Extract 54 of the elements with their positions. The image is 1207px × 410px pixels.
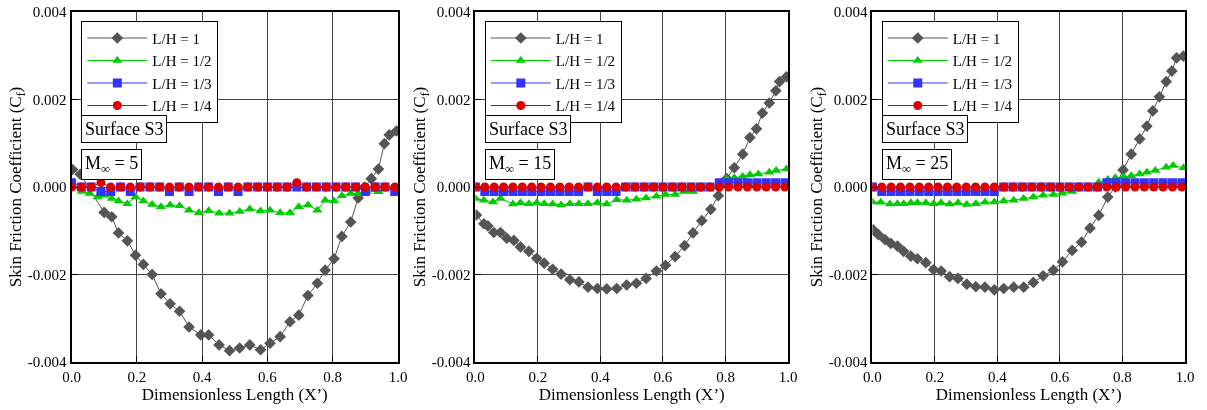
y-tick-label: 0.004 bbox=[32, 4, 68, 21]
y-tick-label: 0.002 bbox=[436, 91, 471, 108]
x-tick-label: 0.8 bbox=[1113, 369, 1132, 385]
x-tick-label: 1.0 bbox=[778, 369, 798, 385]
legend-label: L/H = 1/3 bbox=[952, 75, 1013, 92]
y-tick-label: 0.004 bbox=[436, 4, 471, 21]
x-tick-label: 0.0 bbox=[62, 369, 81, 385]
x-tick-label: 0.2 bbox=[528, 369, 548, 385]
x-tick-label: 0.4 bbox=[988, 369, 1008, 385]
y-tick-label: -0.004 bbox=[431, 354, 471, 371]
x-tick-label: 0.2 bbox=[925, 369, 945, 385]
y-tick-label: 0.000 bbox=[32, 179, 67, 196]
x-tick-label: 0.8 bbox=[716, 369, 735, 385]
x-axis-title: Dimensionless Length (X’) bbox=[538, 385, 725, 404]
y-tick-label: 0.002 bbox=[32, 91, 67, 108]
legend-label: L/H = 1/4 bbox=[152, 98, 213, 115]
x-tick-label: 1.0 bbox=[1175, 369, 1195, 385]
y-tick-label: 0.000 bbox=[833, 179, 868, 196]
annotation: M$_{∞}$ = 5 bbox=[85, 153, 139, 176]
legend-label: L/H = 1/2 bbox=[152, 53, 212, 70]
y-tick-label: 0.000 bbox=[436, 179, 471, 196]
y-tick-label: -0.004 bbox=[27, 354, 68, 371]
annotation: Surface S3 bbox=[85, 119, 164, 139]
legend-label: L/H = 1 bbox=[152, 30, 200, 47]
annotation: Surface S3 bbox=[489, 119, 568, 139]
x-tick-label: 0.4 bbox=[591, 369, 611, 385]
x-axis-title: Dimensionless Length (X’) bbox=[141, 385, 328, 404]
annotation: Surface S3 bbox=[886, 119, 965, 139]
x-tick-label: 0.8 bbox=[323, 369, 343, 385]
legend-label: L/H = 1/4 bbox=[952, 98, 1013, 115]
x-axis-title: Dimensionless Length (X’) bbox=[935, 385, 1122, 404]
y-tick-label: -0.004 bbox=[828, 354, 868, 371]
legend-label: L/H = 1/2 bbox=[952, 53, 1013, 70]
x-tick-label: 0.2 bbox=[127, 369, 147, 385]
legend-label: L/H = 1/4 bbox=[555, 98, 616, 115]
legend-label: L/H = 1 bbox=[952, 30, 1001, 47]
y-tick-label: 0.002 bbox=[833, 91, 868, 108]
y-tick-label: -0.002 bbox=[828, 266, 868, 283]
annotation: M$_{∞}$ = 15 bbox=[489, 153, 552, 176]
legend-label: L/H = 1/3 bbox=[152, 75, 212, 92]
x-tick-label: 0.6 bbox=[653, 369, 673, 385]
legend-label: L/H = 1/2 bbox=[555, 53, 616, 70]
x-tick-label: 0.4 bbox=[192, 369, 212, 385]
y-tick-label: -0.002 bbox=[431, 266, 471, 283]
legend-label: L/H = 1 bbox=[555, 30, 604, 47]
annotation: M$_{∞}$ = 25 bbox=[886, 153, 949, 176]
y-tick-label: 0.004 bbox=[833, 4, 868, 21]
x-tick-label: 0.6 bbox=[1050, 369, 1070, 385]
x-tick-label: 1.0 bbox=[388, 369, 408, 385]
x-tick-label: 0.6 bbox=[258, 369, 278, 385]
legend-label: L/H = 1/3 bbox=[555, 75, 616, 92]
y-tick-label: -0.002 bbox=[27, 266, 67, 283]
x-tick-label: 0.0 bbox=[863, 369, 882, 385]
x-tick-label: 0.0 bbox=[466, 369, 485, 385]
